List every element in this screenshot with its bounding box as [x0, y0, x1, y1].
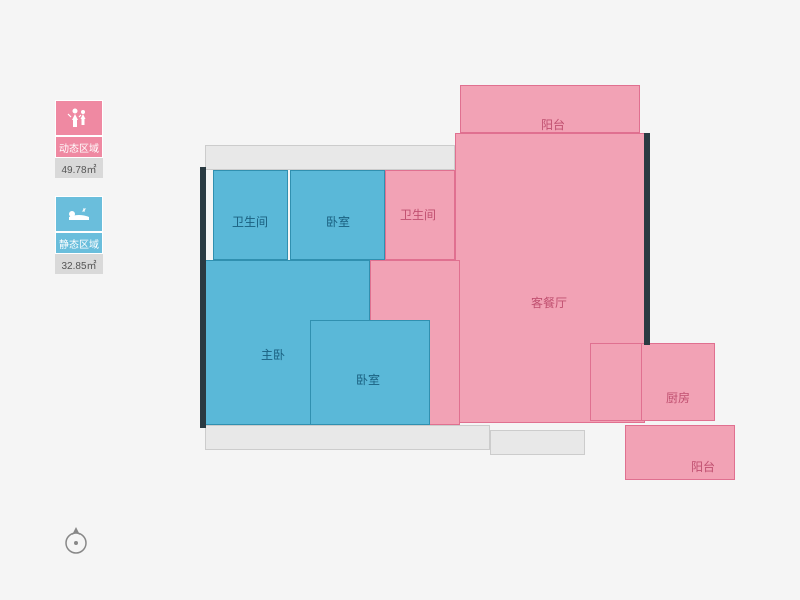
people-icon	[55, 100, 103, 136]
legend-static-label: 静态区域	[55, 232, 103, 254]
room-label-bathroom-left: 卫生间	[232, 213, 268, 230]
room-label-balcony-right: 阳台	[691, 458, 715, 475]
room-wall-right-top	[644, 133, 650, 345]
room-kitchen: 厨房	[640, 343, 715, 421]
legend-panel: 动态区域 49.78㎡ 静态区域 32.85㎡	[55, 100, 103, 292]
room-outer-gray-top	[205, 145, 455, 170]
legend-dynamic-value: 49.78㎡	[55, 158, 103, 178]
room-wall-left-top	[200, 167, 206, 262]
legend-dynamic-label: 动态区域	[55, 136, 103, 158]
room-bathroom-right: 卫生间	[385, 170, 455, 260]
room-label-balcony-top: 阳台	[541, 116, 565, 133]
room-wall-left-bottom	[200, 260, 206, 428]
sleep-icon	[55, 196, 103, 232]
room-label-kitchen: 厨房	[666, 389, 690, 406]
floorplan: 阳台客餐厅卫生间厨房阳台卫生间卧室主卧卧室	[195, 85, 740, 505]
legend-dynamic: 动态区域 49.78㎡	[55, 100, 103, 178]
room-bathroom-left: 卫生间	[213, 170, 288, 260]
room-balcony-top: 阳台	[460, 85, 640, 133]
room-balcony-right: 阳台	[625, 425, 735, 480]
compass-icon	[60, 525, 92, 562]
room-outer-gray-bottom2	[490, 430, 585, 455]
room-bedroom-top: 卧室	[290, 170, 385, 260]
room-label-bedroom-top: 卧室	[326, 213, 350, 230]
legend-static-value: 32.85㎡	[55, 254, 103, 274]
room-label-bedroom-bottom: 卧室	[356, 371, 380, 388]
room-bedroom-bottom: 卧室	[310, 320, 430, 425]
legend-static: 静态区域 32.85㎡	[55, 196, 103, 274]
room-label-master-bedroom: 主卧	[261, 346, 285, 363]
room-label-living: 客餐厅	[531, 294, 567, 311]
room-kitchen-corridor	[590, 343, 642, 421]
room-outer-gray-bottom	[205, 425, 490, 450]
room-label-bathroom-right: 卫生间	[400, 206, 436, 223]
